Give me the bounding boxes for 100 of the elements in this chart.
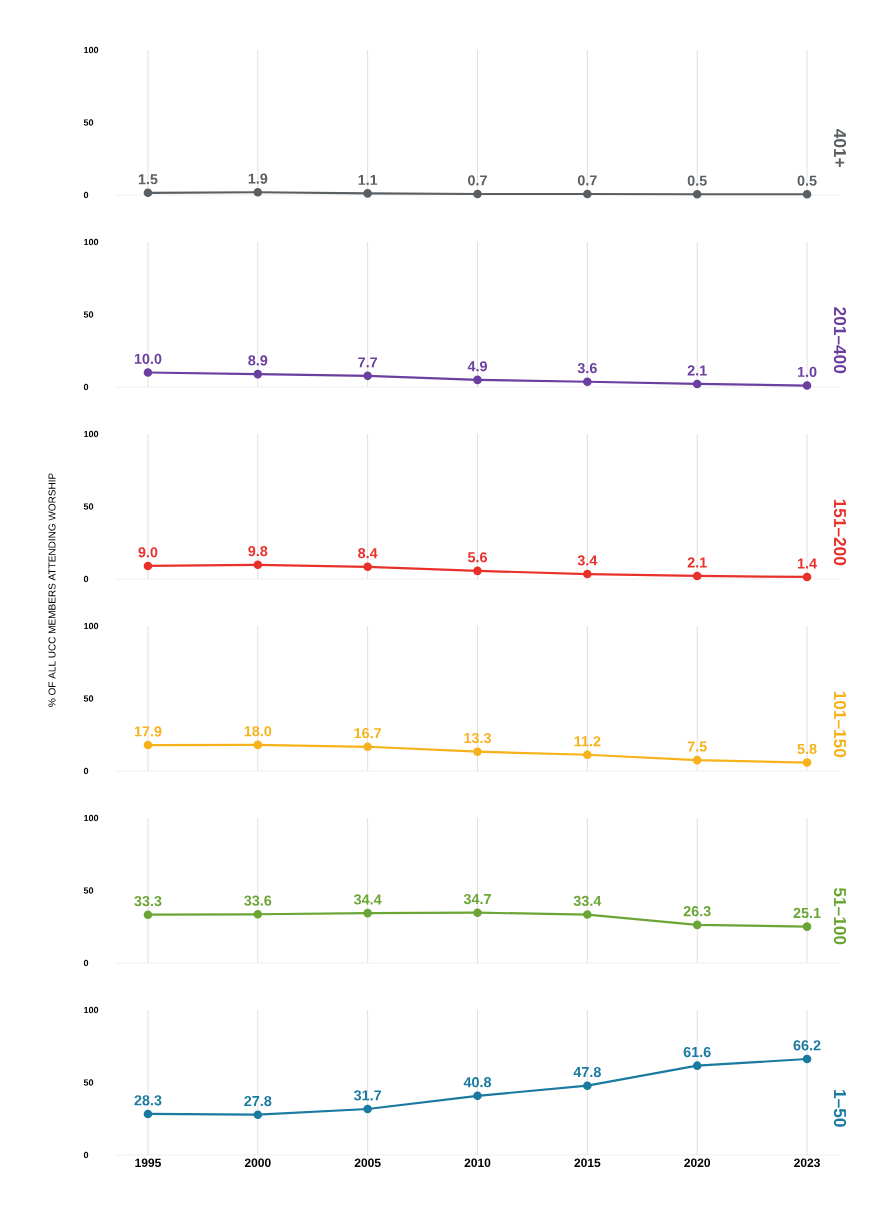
data-label: 2.1 <box>687 557 707 568</box>
text: 101–150 <box>833 691 847 758</box>
data-label: 1.5 <box>138 174 158 185</box>
data-label: 13.3 <box>464 732 491 744</box>
point <box>143 1109 153 1119</box>
point <box>473 566 482 576</box>
point <box>692 755 702 765</box>
y-tick-label: 0 <box>83 767 89 775</box>
text: 51–100 <box>833 887 847 945</box>
data-label: 8.9 <box>248 355 268 366</box>
point <box>692 920 702 930</box>
data-label: 8.4 <box>358 548 378 559</box>
text: 151–200 <box>833 499 847 566</box>
data-label: 1.0 <box>797 366 817 378</box>
y-tick-label: 100 <box>84 1006 99 1014</box>
data-label: 16.7 <box>354 728 382 739</box>
data-label: 0.5 <box>797 175 817 186</box>
point <box>473 375 482 385</box>
data-label: 0.7 <box>577 175 597 186</box>
x-tick-label: 2020 <box>684 1158 711 1168</box>
data-label: 0.7 <box>468 175 487 186</box>
data-label: 3.4 <box>577 555 598 566</box>
point <box>583 1081 592 1090</box>
y-tick-label: 50 <box>83 887 94 894</box>
point <box>802 1054 812 1064</box>
data-label: 33.4 <box>573 895 602 907</box>
data-label: 9.8 <box>248 546 268 557</box>
point <box>802 381 812 390</box>
y-tick-label: 50 <box>83 695 94 702</box>
data-label: 34.4 <box>353 894 382 905</box>
data-label: 5.6 <box>467 552 487 563</box>
point <box>363 908 372 918</box>
data-label: 66.2 <box>793 1040 821 1051</box>
x-tick-label: 2005 <box>354 1158 381 1168</box>
data-label: 10.0 <box>134 353 162 364</box>
x-tick-label: 2010 <box>464 1158 491 1168</box>
y-tick-label: 50 <box>83 119 94 126</box>
data-label: 27.8 <box>244 1095 272 1107</box>
point <box>253 369 263 379</box>
data-label: 25.1 <box>793 907 821 919</box>
point <box>802 572 812 582</box>
point <box>692 379 702 389</box>
point <box>253 740 263 750</box>
y-tick-label: 100 <box>84 622 99 630</box>
point <box>583 750 592 760</box>
point <box>473 908 482 917</box>
point <box>802 758 812 767</box>
point <box>253 1110 263 1119</box>
data-label: 18.0 <box>244 726 272 737</box>
y-tick-label: 50 <box>83 311 94 318</box>
data-label: 7.5 <box>687 741 707 752</box>
data-label: 31.7 <box>353 1090 382 1101</box>
y-tick-label: 0 <box>83 575 89 583</box>
point <box>473 1091 482 1101</box>
data-label: 3.6 <box>577 363 597 374</box>
data-label: 61.6 <box>683 1046 711 1058</box>
y-tick-label: 100 <box>84 814 99 822</box>
data-label: 4.9 <box>467 361 487 372</box>
data-label: 9.0 <box>138 547 158 558</box>
x-tick-label: 2023 <box>794 1158 820 1168</box>
data-label: 33.3 <box>134 895 162 907</box>
data-label: 26.3 <box>683 906 711 917</box>
y-tick-label: 0 <box>83 1151 89 1159</box>
data-label: 33.6 <box>244 895 272 906</box>
y-tick-label: 0 <box>83 191 89 199</box>
data-label: 7.7 <box>358 357 378 368</box>
point <box>143 740 153 750</box>
text: 201–400 <box>833 307 847 374</box>
data-label: 1.1 <box>358 174 378 185</box>
text: 1–50 <box>833 1090 847 1127</box>
data-label: 1.4 <box>797 558 817 569</box>
point <box>143 368 153 377</box>
point <box>802 922 812 931</box>
point <box>363 371 372 381</box>
point <box>583 377 592 387</box>
data-label: 28.3 <box>134 1095 162 1106</box>
y-tick-label: 50 <box>83 1079 94 1086</box>
data-label: 34.7 <box>463 893 491 905</box>
y-tick-label: 100 <box>84 238 99 246</box>
point <box>143 561 153 571</box>
y-tick-label: 100 <box>84 430 99 438</box>
point <box>692 1061 702 1070</box>
y-tick-label: 100 <box>84 46 99 54</box>
x-tick-label: 2000 <box>244 1158 271 1168</box>
point <box>363 562 372 572</box>
point <box>143 910 153 919</box>
y-axis-title: % OF ALL UCC MEMBERS ATTENDING WORSHIP <box>48 473 56 707</box>
data-label: 5.8 <box>797 743 817 755</box>
data-label: 11.2 <box>574 736 601 747</box>
point <box>583 910 592 919</box>
point <box>692 571 702 581</box>
x-tick-label: 2015 <box>574 1158 601 1168</box>
point <box>473 747 482 757</box>
data-label: 40.8 <box>463 1077 492 1088</box>
y-tick-label: 0 <box>83 959 89 967</box>
text: 401+ <box>833 129 847 167</box>
data-label: 0.5 <box>687 175 707 186</box>
point <box>253 909 263 919</box>
point <box>363 1104 372 1114</box>
x-tick-label: 1995 <box>135 1158 161 1168</box>
